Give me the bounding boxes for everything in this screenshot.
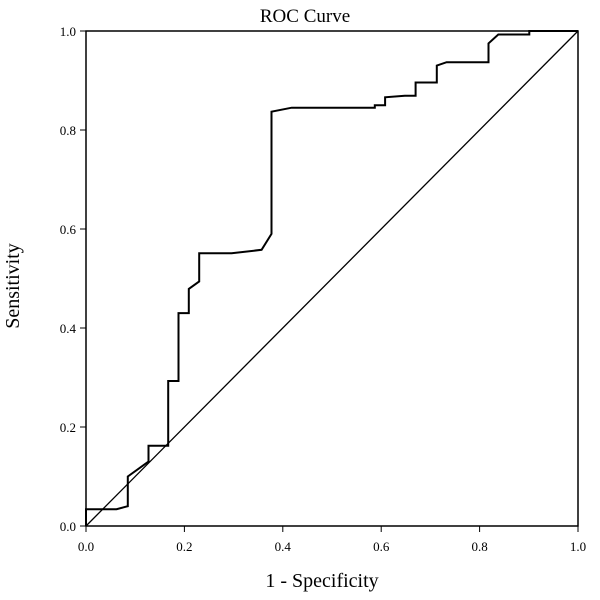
x-tick-label: 0.8 <box>471 539 487 554</box>
y-tick-label: 1.0 <box>60 24 76 39</box>
x-axis-label: 1 - Specificity <box>265 570 378 592</box>
x-tick-label: 0.4 <box>275 539 292 554</box>
chart-title: ROC Curve <box>260 6 350 27</box>
y-tick-label: 0.8 <box>60 123 76 138</box>
y-tick-label: 0.6 <box>60 222 77 237</box>
x-tick-label: 0.2 <box>176 539 192 554</box>
y-tick-label: 0.2 <box>60 420 76 435</box>
y-axis: 0.0 0.2 0.4 0.6 0.8 1.0 <box>60 24 86 534</box>
reference-diagonal-line <box>85 30 579 527</box>
x-axis: 0.0 0.2 0.4 0.6 0.8 1.0 <box>78 526 586 554</box>
x-tick-label: 0.0 <box>78 539 94 554</box>
x-tick-label: 1.0 <box>570 539 586 554</box>
y-tick-label: 0.4 <box>60 321 77 336</box>
plot-frame <box>85 30 579 527</box>
x-tick-label: 0.6 <box>373 539 390 554</box>
y-tick-label: 0.0 <box>60 519 76 534</box>
y-axis-label: Sensitivity <box>2 243 24 329</box>
roc-curve-line <box>85 30 578 526</box>
series-group <box>85 30 579 527</box>
